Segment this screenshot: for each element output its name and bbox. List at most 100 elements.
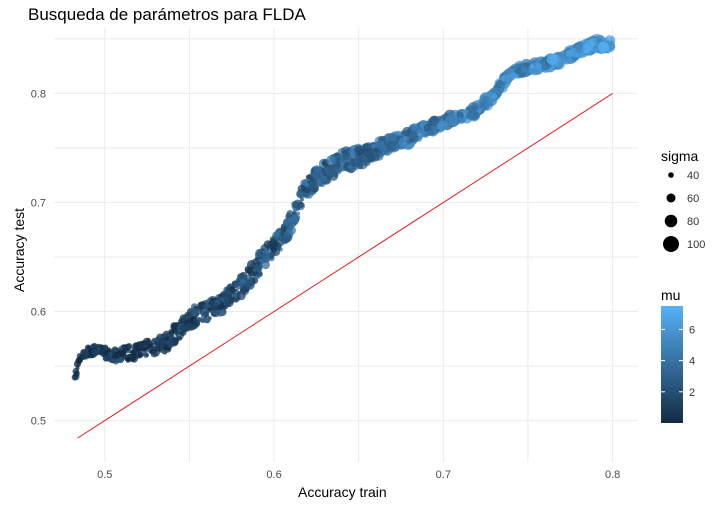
data-point <box>285 212 291 218</box>
data-point <box>506 69 512 75</box>
data-point <box>111 352 119 360</box>
data-point <box>263 240 273 249</box>
data-point <box>112 358 120 365</box>
chart-title: Busqueda de parámetros para FLDA <box>28 5 306 24</box>
data-point <box>500 84 505 89</box>
color-bar-label: 4 <box>689 356 695 368</box>
data-point <box>218 293 223 298</box>
legend-size-swatch <box>666 193 676 203</box>
data-point <box>73 360 81 368</box>
data-point <box>582 43 592 53</box>
data-point <box>82 354 87 358</box>
data-point <box>357 161 364 168</box>
data-point <box>546 53 559 65</box>
data-point <box>184 322 193 331</box>
data-point <box>118 345 123 351</box>
data-point <box>224 298 234 308</box>
data-point <box>458 117 465 124</box>
data-point <box>162 344 169 351</box>
data-point <box>534 66 540 71</box>
data-point <box>255 248 264 258</box>
data-point <box>273 231 280 238</box>
data-point <box>398 137 409 149</box>
x-axis-label: Accuracy train <box>298 484 387 500</box>
data-point <box>372 147 379 154</box>
data-point <box>212 301 218 307</box>
data-point <box>254 264 263 272</box>
data-point <box>98 348 105 355</box>
legend-size-label: 100 <box>687 239 705 251</box>
data-point <box>222 293 229 300</box>
data-point <box>598 41 609 53</box>
data-point <box>307 180 312 185</box>
data-point <box>479 100 489 111</box>
data-point <box>239 278 245 284</box>
data-point <box>170 323 178 331</box>
data-point <box>178 316 187 325</box>
data-point <box>262 248 269 255</box>
data-point <box>409 131 418 140</box>
data-point <box>350 157 355 163</box>
color-bar <box>661 306 683 423</box>
data-point <box>327 165 334 172</box>
data-point <box>245 280 255 290</box>
data-point <box>286 225 297 236</box>
data-point <box>202 311 208 317</box>
x-tick-label: 0.8 <box>605 469 620 481</box>
x-tick-label: 0.7 <box>436 469 451 481</box>
data-point <box>329 156 335 163</box>
data-point <box>130 353 138 360</box>
data-point <box>124 343 132 351</box>
data-point <box>482 95 490 104</box>
legend-size-swatch <box>664 214 678 228</box>
data-point <box>137 352 142 357</box>
data-point <box>106 347 111 352</box>
data-point <box>246 260 257 270</box>
data-point <box>431 120 438 127</box>
data-point <box>74 370 79 375</box>
data-point <box>463 108 469 115</box>
data-point <box>283 236 290 244</box>
data-point <box>204 299 209 304</box>
data-point <box>444 115 456 127</box>
data-point <box>305 174 311 180</box>
y-tick-label: 0.7 <box>31 197 46 209</box>
data-point <box>491 93 498 100</box>
data-point <box>203 303 209 310</box>
data-point <box>388 133 398 143</box>
data-point <box>204 318 210 324</box>
y-tick-label: 0.6 <box>31 307 46 319</box>
data-point <box>283 217 294 228</box>
data-point <box>190 307 200 317</box>
x-tick-label: 0.5 <box>97 469 112 481</box>
data-point <box>465 112 473 120</box>
data-point <box>296 190 305 199</box>
data-point <box>416 128 426 138</box>
data-point <box>520 66 528 73</box>
data-point <box>150 350 158 358</box>
legend-size-label: 80 <box>687 216 699 228</box>
data-point <box>342 149 348 155</box>
data-point <box>143 353 149 358</box>
data-point <box>170 335 175 339</box>
data-point <box>261 253 271 263</box>
data-point <box>91 348 99 356</box>
data-point <box>158 337 167 346</box>
data-point <box>107 352 113 358</box>
data-point <box>197 317 203 323</box>
data-point <box>381 136 387 142</box>
legend-size-label: 60 <box>687 193 699 205</box>
data-point <box>173 338 179 344</box>
legend-color-title: mu <box>661 287 681 303</box>
data-point <box>199 306 204 311</box>
data-point <box>162 350 167 355</box>
data-point <box>168 328 175 336</box>
data-point <box>352 161 356 166</box>
color-bar-label: 6 <box>689 324 695 336</box>
data-point <box>237 274 242 279</box>
data-point <box>400 130 407 136</box>
data-point <box>530 64 534 69</box>
data-point <box>152 337 157 342</box>
data-point <box>293 199 303 209</box>
